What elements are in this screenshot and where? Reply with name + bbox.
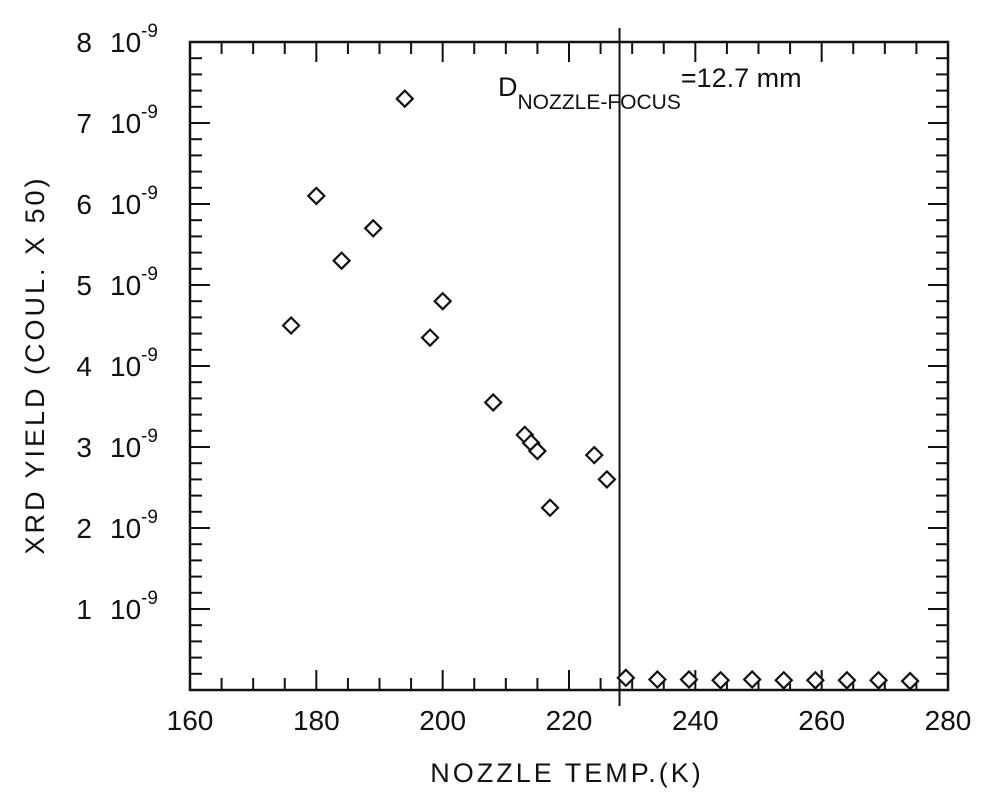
data-points (281, 89, 920, 691)
y-tick-label-base: 10 (110, 27, 141, 58)
data-point (420, 328, 440, 348)
y-tick-label-base: 10 (110, 432, 141, 463)
y-tick-label-exponent: -9 (141, 102, 158, 123)
y-tick-label-exponent: -9 (141, 588, 158, 609)
x-tick-label: 180 (293, 705, 340, 736)
y-tick-label-mantissa: 3 (76, 432, 92, 463)
data-point (774, 670, 794, 690)
data-point (281, 315, 301, 336)
x-tick-label: 220 (546, 705, 593, 736)
y-tick-label-base: 10 (110, 108, 141, 139)
y-tick-label-mantissa: 1 (76, 594, 92, 625)
y-tick-label-base: 10 (110, 351, 141, 382)
y-tick-label-mantissa: 7 (76, 108, 92, 139)
data-point (679, 669, 699, 690)
y-tick-label-mantissa: 6 (76, 189, 92, 220)
x-tick-labels: 160 180 200 220 240 260 280 (167, 705, 972, 736)
annotation: DNOZZLE-FOCUS=12.7 mm (498, 63, 802, 114)
data-point (616, 668, 636, 688)
y-tick-label-mantissa: 8 (76, 27, 92, 58)
x-axis-title: NOZZLE TEMP.(K) (430, 758, 704, 788)
data-point (805, 670, 825, 690)
data-point (306, 186, 326, 206)
y-tick-label-exponent: -9 (141, 507, 158, 528)
annotation-prefix: D (498, 72, 518, 102)
data-point (433, 291, 453, 311)
annotation-suffix: =12.7 mm (681, 63, 802, 93)
x-tick-label: 160 (167, 705, 214, 736)
data-point (540, 498, 560, 518)
x-tick-label: 260 (798, 705, 845, 736)
x-tick-label: 280 (925, 705, 972, 736)
data-point (527, 441, 547, 461)
data-point (332, 251, 352, 271)
y-tick-label-base: 10 (110, 270, 141, 301)
y-tick-label-exponent: -9 (141, 345, 158, 366)
y-tick-label-exponent: -9 (141, 426, 158, 447)
ticks-layer (190, 42, 948, 690)
y-tick-label-base: 10 (110, 513, 141, 544)
data-point (711, 670, 731, 690)
y-tick-label-exponent: -9 (141, 21, 158, 42)
y-tick-label-exponent: -9 (141, 183, 158, 204)
data-point (868, 670, 889, 690)
data-point (584, 445, 604, 465)
data-point (363, 218, 383, 238)
x-tick-label: 240 (672, 705, 719, 736)
data-point (647, 669, 667, 690)
y-axis-title: XRD YIELD (COUL. X 50) (20, 175, 50, 554)
data-point (395, 89, 415, 109)
y-tick-label-mantissa: 5 (76, 270, 92, 301)
annotation-subscript: NOZZLE-FOCUS (518, 91, 681, 114)
y-tick-label-mantissa: 4 (76, 351, 92, 382)
data-point (742, 669, 762, 690)
y-tick-label-base: 10 (110, 594, 141, 625)
data-point (837, 670, 857, 690)
y-tick-label-exponent: -9 (141, 264, 158, 285)
x-tick-label: 200 (419, 705, 466, 736)
y-tick-label-base: 10 (110, 189, 141, 220)
y-tick-labels: 1 10 -92 10 -93 10 -94 10 -95 10 -96 10 -97 10 -98 10 -9 (76, 21, 157, 625)
plot-frame (188, 40, 950, 692)
data-point (483, 392, 503, 413)
data-point (900, 671, 920, 691)
data-point (597, 469, 617, 489)
y-tick-label-mantissa: 2 (76, 513, 92, 544)
